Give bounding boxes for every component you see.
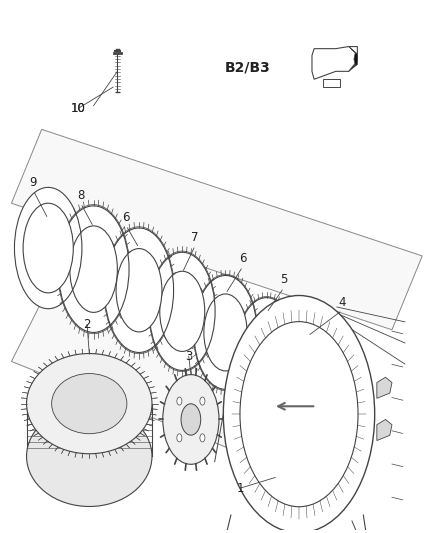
Ellipse shape xyxy=(104,228,173,352)
Ellipse shape xyxy=(23,203,73,293)
Ellipse shape xyxy=(27,353,152,454)
Ellipse shape xyxy=(204,294,247,371)
Ellipse shape xyxy=(52,374,127,434)
Ellipse shape xyxy=(27,406,152,506)
Text: 6: 6 xyxy=(239,252,247,265)
Polygon shape xyxy=(11,293,297,462)
Ellipse shape xyxy=(279,320,337,424)
Text: 9: 9 xyxy=(29,175,37,189)
Text: 1: 1 xyxy=(237,481,244,495)
Ellipse shape xyxy=(236,297,297,406)
Text: 8: 8 xyxy=(77,189,84,202)
Ellipse shape xyxy=(288,337,328,407)
Ellipse shape xyxy=(177,397,182,405)
Text: 2: 2 xyxy=(83,318,91,331)
Ellipse shape xyxy=(163,375,219,464)
Polygon shape xyxy=(377,377,392,398)
Text: 6: 6 xyxy=(122,211,130,224)
Polygon shape xyxy=(377,419,392,441)
Ellipse shape xyxy=(177,434,182,442)
Ellipse shape xyxy=(223,295,374,533)
Text: 5: 5 xyxy=(280,273,288,286)
Text: 10: 10 xyxy=(71,102,86,115)
Ellipse shape xyxy=(70,226,117,312)
Ellipse shape xyxy=(240,321,358,507)
Ellipse shape xyxy=(200,434,205,442)
Ellipse shape xyxy=(160,271,205,351)
Ellipse shape xyxy=(181,404,201,435)
Text: 4: 4 xyxy=(339,296,346,309)
Ellipse shape xyxy=(200,397,205,405)
Text: 3: 3 xyxy=(185,350,192,362)
Ellipse shape xyxy=(246,316,287,389)
Ellipse shape xyxy=(58,206,129,333)
Polygon shape xyxy=(11,130,422,330)
Polygon shape xyxy=(349,46,357,71)
Ellipse shape xyxy=(194,276,257,390)
Ellipse shape xyxy=(14,188,82,309)
Text: 7: 7 xyxy=(191,231,199,244)
Text: B2/B3: B2/B3 xyxy=(225,60,271,74)
Ellipse shape xyxy=(116,248,162,332)
Ellipse shape xyxy=(149,252,215,370)
Text: 10: 10 xyxy=(71,102,86,115)
